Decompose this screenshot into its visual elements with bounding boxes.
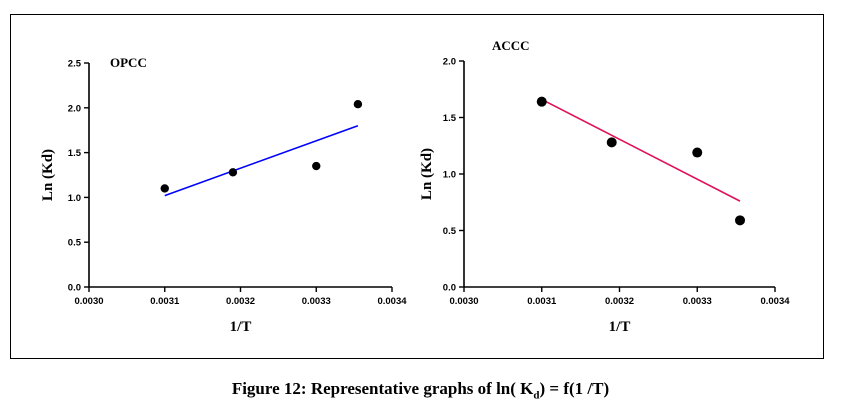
chart2-data-point [536,96,547,107]
chart2-data-point [606,137,617,148]
chart2-x-tick-label: 0.0033 [683,296,712,307]
chart1-data-point [312,161,321,171]
chart1-x-tick-label: 0.0033 [302,296,331,307]
caption-subscript: d [533,389,540,402]
chart1-data-point [353,100,363,109]
chart1-y-axis-label: Ln (Kd) [40,149,56,201]
chart1-data-point [160,184,169,193]
chart1-x-tick-label: 0.0032 [226,296,255,307]
chart2-y-tick-label: 1.5 [443,113,457,124]
chart1-fit-line [164,124,359,197]
chart2-y-tick-label: 2.0 [443,57,456,68]
chart2-data-point [692,147,703,158]
chart1-x-tick-label: 0.0031 [150,296,180,307]
chart2-y-tick-label: 0.0 [443,283,456,294]
chart1-y-tick-label: 2.0 [68,103,81,114]
figure-caption: Figure 12: Representative graphs of ln( … [0,379,841,401]
chart1-y-tick-label: 1.0 [68,193,81,204]
chart1-x-axis-label: 1/T [230,319,252,335]
chart2-x-tick-label: 0.0034 [760,296,790,307]
chart2-fit-line [541,98,741,202]
chart1-y-tick-label: 0.5 [68,238,82,249]
chart2-title: ACCC [492,38,530,53]
chart1-title: OPCC [110,55,147,70]
chart1-y-tick-label: 1.5 [68,148,82,159]
chart2-y-tick-label: 1.0 [443,170,456,181]
chart1-x-tick-label: 0.0030 [74,296,103,307]
figure-frame [10,14,824,359]
chart2-y-tick-label: 0.5 [443,226,457,237]
chart1-x-tick-label: 0.0034 [377,296,407,307]
chart2-x-tick-label: 0.0031 [527,296,557,307]
chart2-x-tick-label: 0.0032 [605,296,634,307]
chart1-y-tick-label: 0.0 [68,283,81,294]
chart1-y-tick-label: 2.5 [68,59,82,70]
chart2-x-axis-label: 1/T [609,319,631,335]
chart1-data-point [228,168,238,177]
caption-prefix: Figure 12: Representative graphs of ln( … [231,379,534,398]
chart2-y-axis-label: Ln (Kd) [419,148,435,200]
caption-suffix: ) = f(1 /T) [539,379,610,398]
chart2-data-point [735,215,746,226]
chart2-x-tick-label: 0.0030 [449,296,478,307]
